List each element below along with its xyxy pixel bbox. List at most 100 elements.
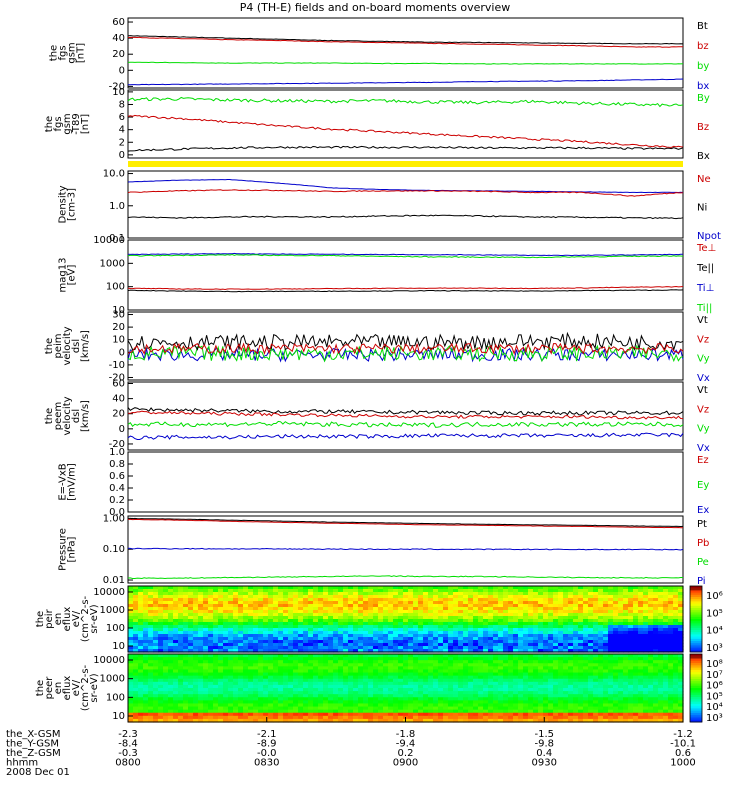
heatmap-cell bbox=[423, 649, 429, 653]
heatmap-cell bbox=[453, 678, 459, 683]
heatmap-cell bbox=[138, 601, 144, 605]
heatmap-cell bbox=[628, 586, 634, 590]
heatmap-cell bbox=[598, 697, 604, 701]
heatmap-cell bbox=[638, 669, 644, 674]
heatmap-cell bbox=[198, 643, 204, 647]
heatmap-cell bbox=[363, 598, 369, 602]
heatmap-cell bbox=[668, 681, 674, 686]
heatmap-cell bbox=[378, 610, 384, 614]
heatmap-cell bbox=[358, 712, 364, 717]
heatmap-cell bbox=[298, 694, 304, 698]
heatmap-cell bbox=[578, 715, 584, 720]
heatmap-cell bbox=[353, 694, 359, 698]
heatmap-cell bbox=[193, 672, 199, 677]
series-line bbox=[127, 331, 684, 352]
heatmap-cell bbox=[213, 619, 219, 623]
heatmap-cell bbox=[638, 613, 644, 617]
heatmap-cell bbox=[378, 622, 384, 626]
heatmap-cell bbox=[248, 619, 254, 623]
heatmap-cell bbox=[338, 675, 344, 680]
heatmap-cell bbox=[218, 660, 224, 664]
heatmap-cell bbox=[413, 657, 419, 661]
heatmap-cell bbox=[643, 703, 649, 708]
heatmap-cell bbox=[383, 637, 389, 641]
heatmap-cell bbox=[403, 634, 409, 638]
heatmap-cell bbox=[498, 595, 504, 599]
heatmap-cell bbox=[628, 700, 634, 705]
heatmap-cell bbox=[608, 669, 614, 674]
heatmap-cell bbox=[323, 586, 329, 590]
y-tick-label: 1000 bbox=[100, 258, 125, 269]
heatmap-cell bbox=[663, 684, 669, 689]
heatmap-cell bbox=[238, 703, 244, 708]
heatmap-cell bbox=[563, 709, 569, 714]
heatmap-cell bbox=[548, 666, 554, 671]
heatmap-cell bbox=[473, 646, 479, 650]
heatmap-cell bbox=[228, 715, 234, 720]
heatmap-cell bbox=[358, 681, 364, 686]
heatmap-cell bbox=[603, 697, 609, 701]
heatmap-cell bbox=[498, 684, 504, 689]
heatmap-cell bbox=[233, 660, 239, 664]
heatmap-cell bbox=[423, 607, 429, 611]
heatmap-cell bbox=[388, 649, 394, 653]
heatmap-cell bbox=[513, 586, 519, 590]
heatmap-cell bbox=[623, 589, 629, 593]
heatmap-cell bbox=[168, 637, 174, 641]
heatmap-cell bbox=[313, 601, 319, 605]
heatmap-cell bbox=[218, 681, 224, 686]
heatmap-cell bbox=[198, 604, 204, 608]
heatmap-cell bbox=[663, 640, 669, 644]
heatmap-cell bbox=[518, 622, 524, 626]
heatmap-cell bbox=[213, 663, 219, 667]
heatmap-cell bbox=[408, 607, 414, 611]
heatmap-cell bbox=[183, 691, 189, 695]
heatmap-cell bbox=[228, 700, 234, 705]
heatmap-cell bbox=[163, 684, 169, 689]
heatmap-cell bbox=[348, 688, 354, 692]
heatmap-cell bbox=[138, 640, 144, 644]
heatmap-cell bbox=[528, 649, 534, 653]
heatmap-cell bbox=[263, 610, 269, 614]
heatmap-cell bbox=[353, 688, 359, 692]
heatmap-cell bbox=[283, 691, 289, 695]
heatmap-cell bbox=[548, 625, 554, 629]
heatmap-cell bbox=[528, 616, 534, 620]
heatmap-cell bbox=[398, 631, 404, 635]
heatmap-cell bbox=[158, 663, 164, 667]
heatmap-cell bbox=[273, 675, 279, 680]
heatmap-cell bbox=[193, 666, 199, 671]
heatmap-cell bbox=[178, 669, 184, 674]
heatmap-cell bbox=[138, 654, 144, 658]
heatmap-cell bbox=[218, 634, 224, 638]
heatmap-cell bbox=[148, 715, 154, 720]
heatmap-cell bbox=[318, 672, 324, 677]
heatmap-cell bbox=[598, 678, 604, 683]
heatmap-cell bbox=[413, 595, 419, 599]
heatmap-cell bbox=[308, 631, 314, 635]
heatmap-cell bbox=[458, 619, 464, 623]
heatmap-cell bbox=[353, 619, 359, 623]
heatmap-cell bbox=[613, 589, 619, 593]
heatmap-cell bbox=[548, 669, 554, 674]
heatmap-cell bbox=[628, 715, 634, 720]
heatmap-cell bbox=[528, 631, 534, 635]
heatmap-cell bbox=[478, 697, 484, 701]
heatmap-cell bbox=[663, 660, 669, 664]
heatmap-cell bbox=[563, 688, 569, 692]
heatmap-cell bbox=[653, 666, 659, 671]
heatmap-cell bbox=[348, 637, 354, 641]
heatmap-cell bbox=[408, 669, 414, 674]
heatmap-cell bbox=[528, 607, 534, 611]
heatmap-cell bbox=[598, 634, 604, 638]
heatmap-cell bbox=[618, 643, 624, 647]
heatmap-cell bbox=[408, 643, 414, 647]
heatmap-cell bbox=[458, 601, 464, 605]
heatmap-cell bbox=[203, 706, 209, 711]
heatmap-cell bbox=[398, 592, 404, 596]
heatmap-cell bbox=[178, 622, 184, 626]
heatmap-cell bbox=[548, 654, 554, 658]
heatmap-cell bbox=[433, 619, 439, 623]
heatmap-cell bbox=[403, 688, 409, 692]
heatmap-cell bbox=[183, 622, 189, 626]
